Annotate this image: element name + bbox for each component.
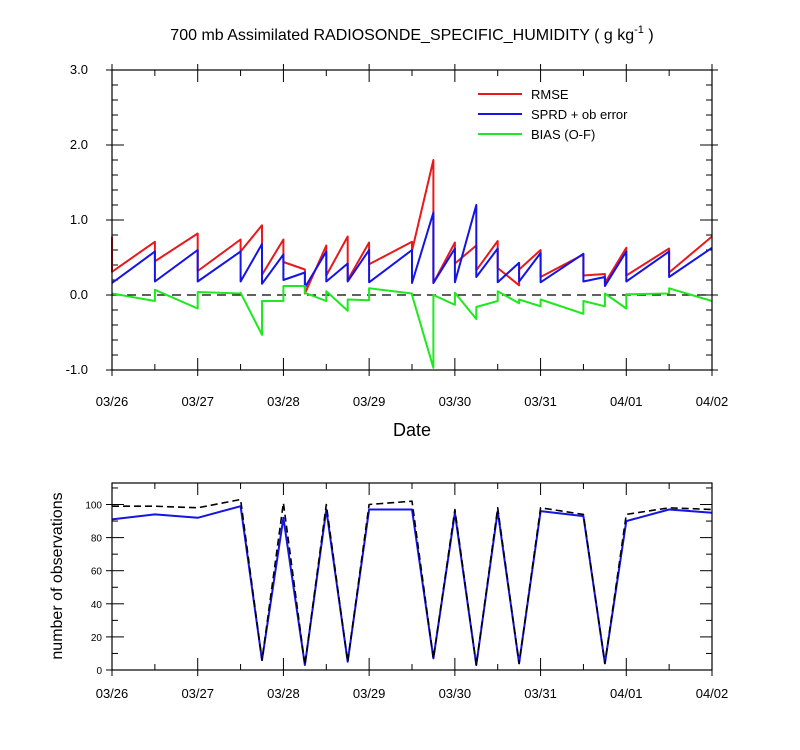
x-tick-label: 03/26 — [96, 394, 129, 409]
x-tick-label: 03/28 — [267, 394, 300, 409]
x-axis-label: Date — [393, 420, 431, 440]
y-tick-label: 60 — [91, 567, 103, 578]
x-tick-label: 03/29 — [353, 394, 386, 409]
y-tick-label: 2.0 — [70, 137, 88, 152]
x-tick-label: 03/28 — [267, 686, 300, 701]
x-tick-label: 03/30 — [439, 686, 472, 701]
series-line-2 — [112, 498, 713, 666]
series-line-2 — [111, 204, 713, 289]
y-tick-label: 40 — [91, 600, 103, 611]
x-tick-label: 03/27 — [181, 394, 214, 409]
y-tick-label: 3.0 — [70, 62, 88, 77]
y-tick-label: 100 — [85, 501, 102, 512]
x-tick-label: 03/31 — [524, 686, 557, 701]
x-tick-label: 03/30 — [439, 394, 472, 409]
y-tick-label: -1.0 — [66, 362, 88, 377]
legend: RMSE SPRD + ob error BIAS (O-F) — [478, 87, 628, 142]
x-tick-label: 03/29 — [353, 686, 386, 701]
y-tick-label: 0.0 — [70, 287, 88, 302]
x-tick-label: 04/02 — [696, 394, 729, 409]
x-tick-label: 03/27 — [181, 686, 214, 701]
series-line-1 — [111, 505, 713, 666]
y-tick-label: 0 — [96, 666, 102, 677]
observation-count-chart: 03/26 03/27 03/28 03/29 03/30 03/31 04/01 04/02… — [49, 482, 729, 701]
y-tick-label: 20 — [91, 633, 103, 644]
legend-label: BIAS (O-F) — [531, 127, 595, 142]
series-line-3 — [111, 285, 713, 369]
x-tick-label: 03/31 — [524, 394, 557, 409]
y-tick-label: 1.0 — [70, 212, 88, 227]
chart-title: 700 mb Assimilated RADIOSONDE_SPECIFIC_H… — [170, 24, 653, 44]
legend-label: RMSE — [531, 87, 569, 102]
x-tick-label: 03/26 — [96, 686, 129, 701]
legend-label: SPRD + ob error — [531, 107, 628, 122]
x-tick-label: 04/01 — [610, 394, 643, 409]
bottom-plot-frame — [111, 482, 713, 671]
y-axis-label: number of observations — [49, 492, 66, 659]
x-tick-label: 04/01 — [610, 686, 643, 701]
x-tick-label: 04/02 — [696, 686, 729, 701]
top-plot-frame — [111, 69, 713, 371]
y-tick-label: 80 — [91, 534, 103, 545]
rmse-spread-bias-chart: 700 mb Assimilated RADIOSONDE_SPECIFIC_H… — [66, 24, 729, 440]
